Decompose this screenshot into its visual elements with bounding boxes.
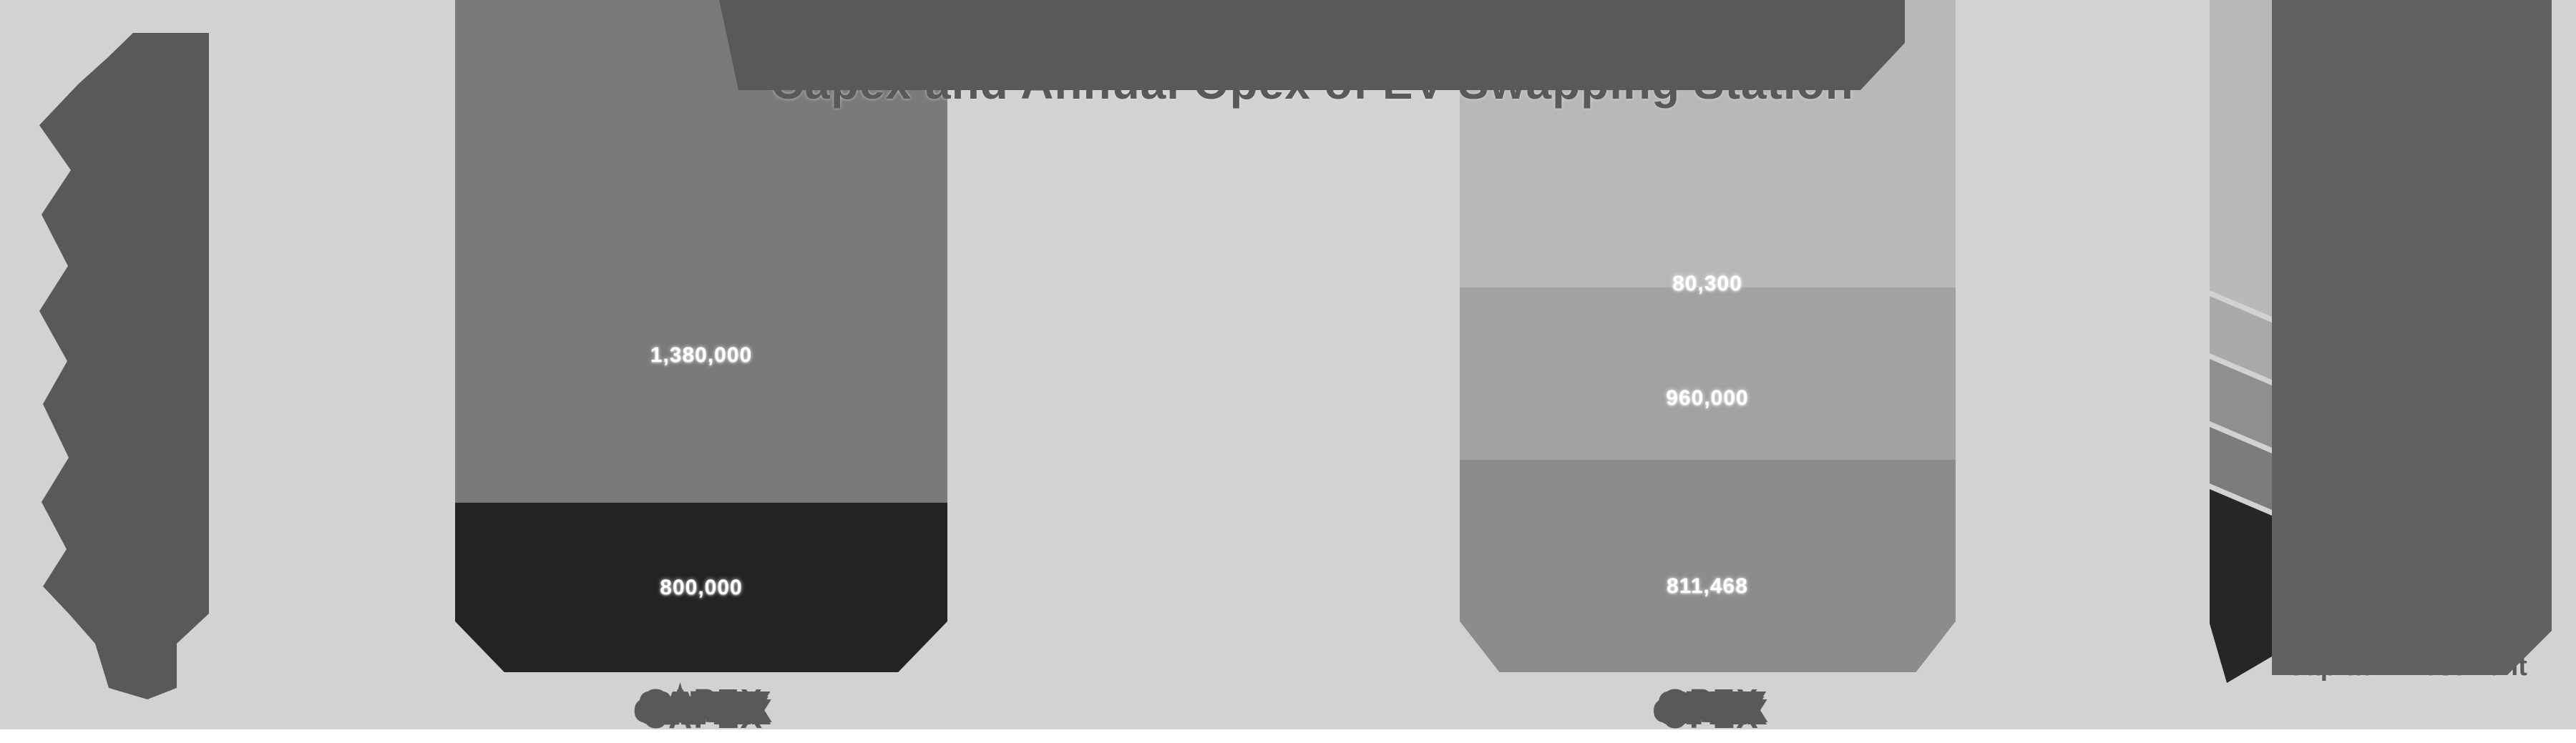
- legend-chip-2[interactable]: [2210, 296, 2272, 380]
- opex-segment-1-value: 80,300: [1672, 272, 1742, 295]
- legend-chip-3[interactable]: [2210, 359, 2272, 448]
- y-axis-title-blob: [39, 33, 209, 699]
- footer-strip: [0, 729, 2576, 743]
- capex-segment-1-value: 1,380,000: [650, 343, 753, 367]
- legend-label-capital-investment: Capital investment: [2285, 651, 2527, 682]
- legend-chip-5[interactable]: [2210, 489, 2272, 683]
- opex-segment-2-value: 960,000: [1666, 386, 1749, 410]
- opex-bar-segment-3[interactable]: [1460, 460, 1956, 672]
- opex-category-banner: OPEX: [1657, 684, 1763, 732]
- opex-bar-segment-2[interactable]: [1460, 287, 1956, 460]
- legend-chip-4[interactable]: [2210, 427, 2272, 510]
- chart-title: Capex and Annual Opex of EV Swapping Sta…: [771, 57, 1854, 109]
- legend-cover-box: [2272, 0, 2552, 675]
- capex-segment-2-value: 800,000: [660, 576, 743, 599]
- legend-chip-1[interactable]: [2210, 0, 2272, 317]
- capex-category-banner: CAPEX: [638, 684, 768, 732]
- opex-segment-3-value: 811,468: [1667, 574, 1748, 598]
- opex-bar-segment-1[interactable]: [1460, 0, 1956, 287]
- capex-bar-segment-2[interactable]: [455, 503, 947, 672]
